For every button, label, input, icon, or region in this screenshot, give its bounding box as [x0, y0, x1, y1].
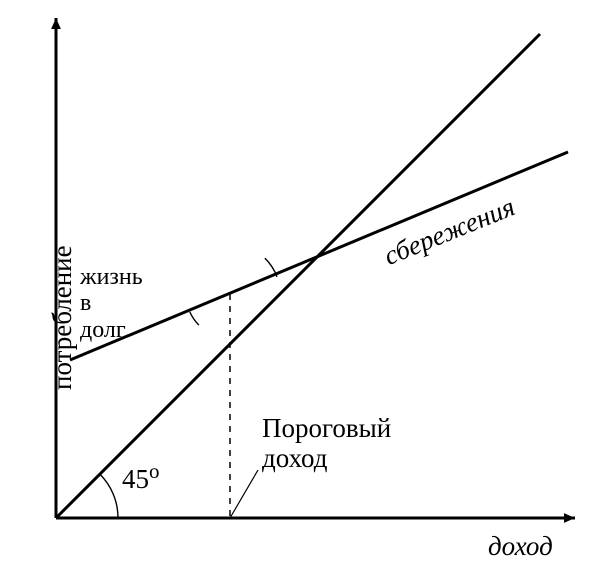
angle-45-degree-symbol: о [149, 459, 160, 483]
y-axis-label: потребление [48, 245, 76, 390]
consumption-income-chart: потребление доход жизнь в долг Пороговый… [0, 0, 603, 579]
threshold-income-label: Пороговый доход [262, 414, 391, 473]
angle-45-label: 45о [122, 460, 160, 493]
x-axis-label: доход [488, 532, 553, 560]
angle-45-value: 45 [122, 464, 149, 494]
life-on-debt-label: жизнь в долг [80, 264, 143, 343]
